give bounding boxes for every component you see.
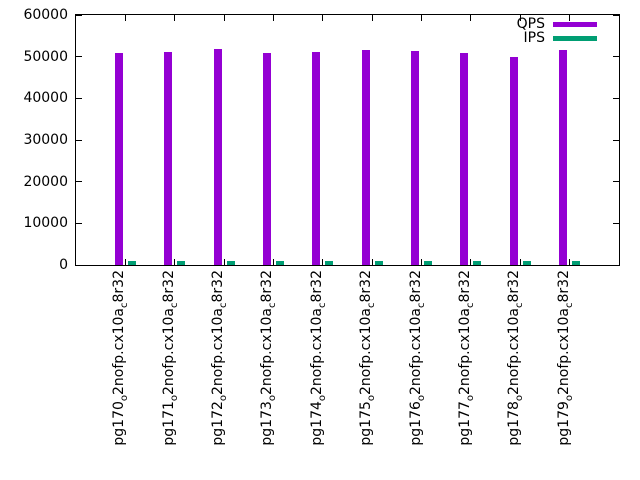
y-tick-mark-right (613, 181, 619, 183)
x-tick-mark-top (470, 15, 472, 21)
bar-qps (509, 57, 518, 265)
bar-ips (374, 261, 383, 265)
x-tick-mark-bottom (569, 259, 571, 265)
x-tick-mark-top (421, 15, 423, 21)
bar-ips (177, 261, 186, 265)
x-category-label: pg170o2nofp.cx10ac8r32 (111, 270, 131, 446)
x-category-label: pg172o2nofp.cx10ac8r32 (210, 270, 229, 446)
bar-qps (164, 51, 173, 265)
legend-row: IPS (517, 31, 597, 45)
legend-swatch (553, 35, 597, 41)
y-tick-mark-right (613, 139, 619, 141)
x-tick-mark-bottom (322, 259, 324, 265)
bar-ips (522, 261, 531, 265)
bar-ips (572, 261, 581, 265)
legend-swatch (553, 21, 597, 27)
bar-qps (213, 49, 222, 265)
x-category-label: pg179o2nofp.cx10ac8r32 (555, 270, 575, 446)
x-tick-mark-top (174, 15, 176, 21)
x-category-label: pg171o2nofp.cx10ac8r32 (160, 270, 180, 446)
bar-qps (361, 50, 370, 265)
y-tick-mark-left (76, 264, 82, 266)
x-tick-mark-bottom (371, 259, 373, 265)
x-category-label: pg177o2nofp.cx10ac8r32 (456, 270, 476, 446)
x-category-label: pg176o2nofp.cx10ac8r32 (407, 270, 427, 446)
bar-qps (114, 52, 123, 265)
x-tick-mark-bottom (174, 259, 176, 265)
legend-label: QPS (516, 16, 545, 32)
y-tick-mark-left (76, 14, 82, 16)
bar-qps (262, 52, 271, 265)
legend-label: IPS (523, 30, 545, 46)
y-tick-label: 20000 (23, 173, 68, 190)
x-category-label: pg173o2nofp.cx10ac8r32 (259, 270, 279, 446)
y-tick-mark-left (76, 97, 82, 99)
y-tick-mark-left (76, 139, 82, 141)
bar-ips (226, 261, 235, 265)
x-tick-mark-top (569, 15, 571, 21)
y-tick-label: 60000 (23, 7, 68, 23)
y-tick-mark-left (76, 181, 82, 183)
x-category-label: pg174o2nofp.cx10ac8r32 (308, 270, 328, 446)
y-tick-mark-left (76, 56, 82, 58)
x-tick-mark-bottom (519, 259, 521, 265)
x-tick-mark-top (272, 15, 274, 21)
y-tick-label: 0 (59, 257, 68, 273)
x-category-label: pg175o2nofp.cx10ac8r32 (358, 270, 377, 446)
bar-qps (411, 51, 420, 265)
bar-ips (325, 261, 334, 265)
y-tick-mark-right (613, 14, 619, 16)
x-tick-mark-bottom (421, 259, 423, 265)
bar-ips (424, 261, 433, 265)
bar-ips (127, 261, 136, 265)
x-tick-mark-bottom (223, 259, 225, 265)
x-tick-mark-top (322, 15, 324, 21)
x-tick-mark-bottom (124, 259, 126, 265)
legend: QPS IPS (517, 17, 597, 45)
bar-qps (312, 51, 321, 265)
y-tick-label: 30000 (23, 132, 68, 148)
plot-area: QPS IPS (75, 14, 620, 266)
bar-ips (275, 261, 284, 265)
x-tick-mark-top (223, 15, 225, 21)
bar-qps (559, 50, 568, 265)
y-tick-mark-right (613, 222, 619, 224)
x-tick-mark-top (124, 15, 126, 21)
x-tick-mark-top (519, 15, 521, 21)
x-tick-mark-top (371, 15, 373, 21)
y-tick-label: 50000 (23, 48, 68, 65)
y-tick-mark-right (613, 97, 619, 99)
y-tick-mark-right (613, 56, 619, 58)
bar-ips (473, 261, 482, 265)
legend-row: QPS (517, 17, 597, 31)
x-category-label: pg178o2nofp.cx10ac8r32 (506, 270, 526, 446)
y-tick-label: 10000 (23, 215, 68, 232)
bar-qps (460, 52, 469, 265)
x-tick-mark-bottom (272, 259, 274, 265)
x-tick-mark-bottom (470, 259, 472, 265)
y-tick-mark-left (76, 222, 82, 224)
y-tick-label: 40000 (23, 90, 68, 107)
y-tick-mark-right (613, 264, 619, 266)
